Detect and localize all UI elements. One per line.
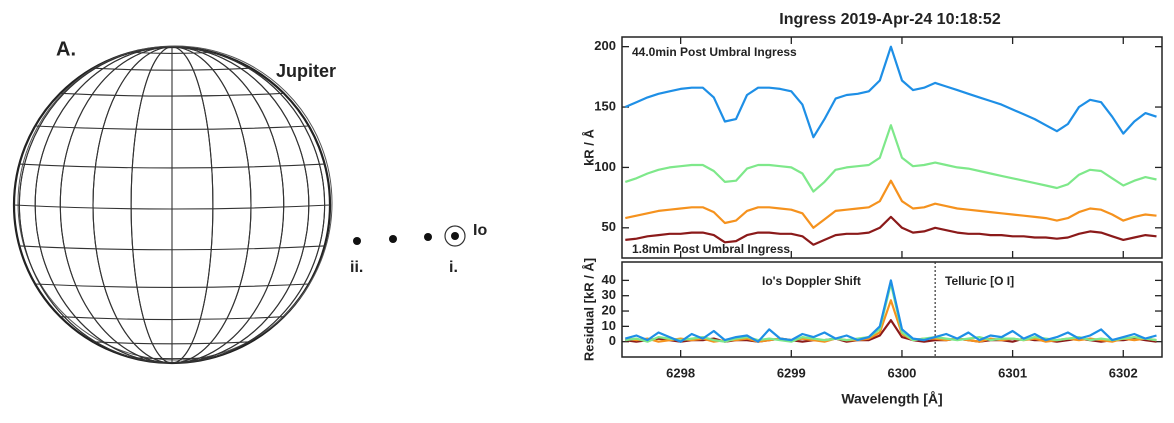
spectrum-line [625,319,1157,343]
moon-label: Io [473,222,487,239]
spectrum-line [624,124,1157,193]
position-label: i. [449,259,458,276]
annotation: Io's Doppler Shift [762,274,861,288]
io-position [389,235,397,243]
y-tick-label: 100 [594,159,616,174]
x-tick-label: 6299 [777,365,806,380]
chart-title: Ingress 2019-Apr-24 10:18:52 [779,11,1001,28]
x-tick-label: 6300 [887,365,916,380]
position-label: ii. [350,259,363,276]
parallel [131,357,213,360]
x-tick-label: 6302 [1109,365,1138,380]
x-axis-label: Wavelength [Å] [841,391,942,407]
y-tick-label: 10 [602,318,616,333]
planet-label: Jupiter [276,61,336,81]
plot-frame [621,36,1163,259]
spectrum-line [625,282,1157,343]
y-tick-label: 50 [602,219,616,234]
y-axis-label: Residual [kR / Å] [581,258,596,361]
y-tick-label: 200 [594,38,616,53]
spectrum-line [624,45,1157,139]
parallel [60,316,284,321]
x-tick-label: 6301 [998,365,1027,380]
x-tick-label: 6298 [666,365,695,380]
parallel [19,163,325,169]
io-position [451,232,459,240]
annotation: Telluric [O I] [945,274,1014,288]
parallel [13,204,331,210]
io-circle [444,225,466,247]
spectrum-line [625,215,1157,246]
parallel [92,67,252,71]
parallel [92,341,252,345]
parallel [60,92,284,97]
y-tick-label: 150 [594,98,616,113]
globe-outline [17,45,333,361]
y-tick-label: 40 [602,272,616,287]
annotation: 1.8min Post Umbral Ingress [632,242,790,256]
panel-label: A. [56,38,76,60]
annotation: 44.0min Post Umbral Ingress [632,45,797,59]
parallel [19,245,325,251]
io-position [424,233,432,241]
parallel [35,125,309,131]
y-tick-label: 0 [609,333,616,348]
y-tick-label: 30 [602,287,616,302]
y-axis-label: kR / Å [581,128,596,165]
plot-frame [621,261,1163,358]
y-tick-label: 20 [602,302,616,317]
parallel [35,283,309,289]
spectrum-line [625,279,1157,343]
io-position [353,237,361,245]
jupiter-globe [12,45,333,365]
parallel [131,51,213,54]
spectrum-line [625,179,1157,229]
